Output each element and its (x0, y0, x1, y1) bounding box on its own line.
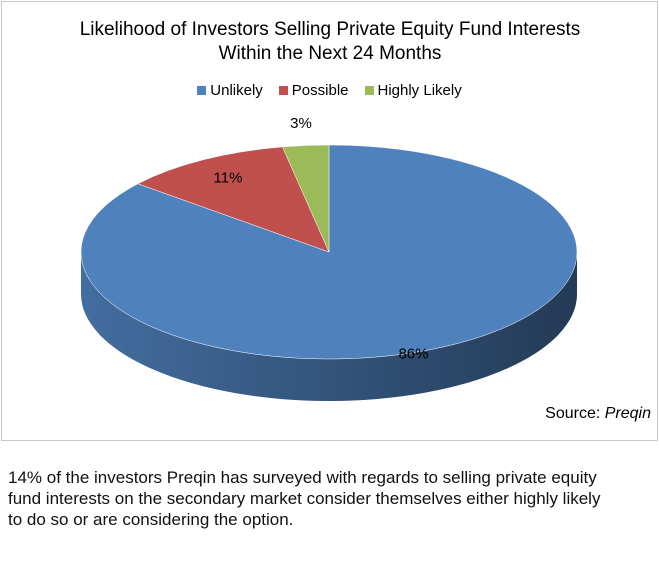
source: Source: Preqin (545, 405, 651, 423)
legend-item: Unlikely (197, 82, 263, 99)
chart: 86% 11% 3% (80, 115, 578, 401)
slice (137, 146, 330, 253)
legend-label: Highly Likely (377, 82, 462, 99)
legend-swatch (278, 86, 288, 95)
legend-swatch (364, 86, 374, 95)
data-label: 11% (214, 169, 243, 186)
data-label: 3% (290, 115, 312, 132)
chart-title: Likelihood of Investors Selling Private … (79, 19, 581, 64)
data-label: 86% (398, 346, 428, 363)
source-name: Preqin (604, 405, 651, 422)
chart-frame (1, 1, 658, 441)
caption: 14% of the investors Preqin has surveyed… (8, 468, 601, 529)
legend-label: Possible (291, 82, 349, 99)
legend: Unlikely Possible Highly Likely (0, 82, 659, 99)
legend-item: Highly Likely (364, 82, 462, 99)
side-shade (81, 252, 577, 401)
slice (282, 144, 330, 253)
legend-label: Unlikely (210, 82, 263, 99)
legend-swatch (197, 86, 207, 95)
source-label: Source: (545, 405, 601, 422)
legend-item: Possible (278, 82, 349, 99)
